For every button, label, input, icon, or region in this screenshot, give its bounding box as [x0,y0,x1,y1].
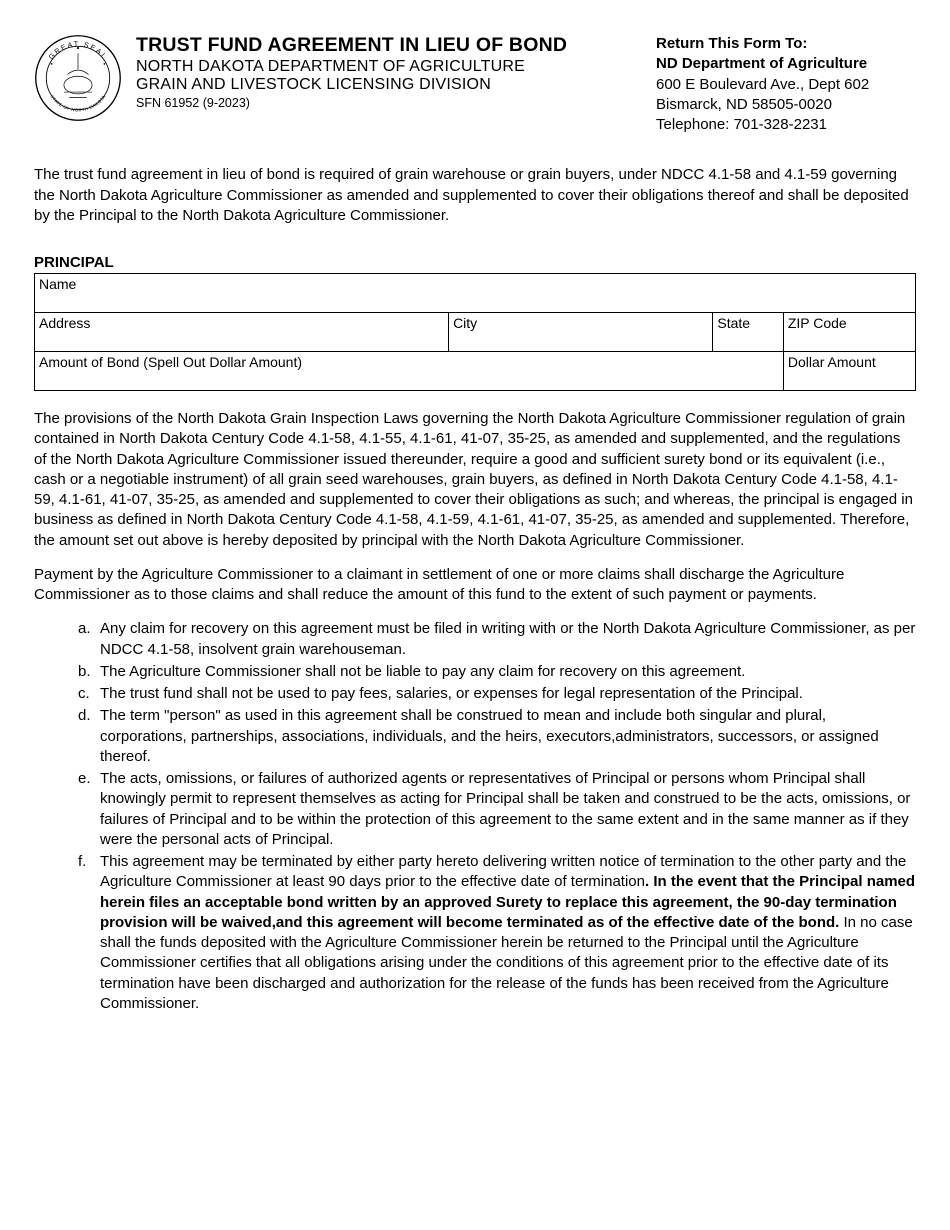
address-field[interactable]: Address [35,313,449,352]
department-name: NORTH DAKOTA DEPARTMENT OF AGRICULTURE [136,58,642,76]
body-paragraph-2: Payment by the Agriculture Commissioner … [34,565,916,606]
svg-text:STATE OF NORTH DAKOTA: STATE OF NORTH DAKOTA [49,94,106,112]
clauses-list: a. Any claim for recovery on this agreem… [34,619,916,1014]
state-field[interactable]: State [713,313,783,352]
clause-text: The term "person" as used in this agreem… [100,707,879,765]
clause-marker: d. [78,706,91,726]
name-field[interactable]: Name [35,274,916,313]
city-field[interactable]: City [449,313,713,352]
body-text: The provisions of the North Dakota Grain… [34,409,916,1014]
clause-marker: a. [78,619,91,639]
principal-table: Name Address City State ZIP Code Amount … [34,273,916,391]
name-label: Name [39,276,76,292]
form-number: SFN 61952 (9-2023) [136,96,642,110]
clause-text: The trust fund shall not be used to pay … [100,685,803,702]
clause-marker: e. [78,769,91,789]
address-label: Address [39,315,90,331]
dollar-amount-field[interactable]: Dollar Amount [783,352,915,391]
clause-e: e. The acts, omissions, or failures of a… [82,769,916,850]
return-addr2: Bismarck, ND 58505-0020 [656,95,916,115]
state-label: State [717,315,750,331]
state-seal-icon: GREAT SEAL STATE OF NORTH DAKOTA [34,34,122,122]
clause-d: d. The term "person" as used in this agr… [82,706,916,767]
amount-spelled-label: Amount of Bond (Spell Out Dollar Amount) [39,354,302,370]
clause-f: f. This agreement may be terminated by e… [82,852,916,1014]
zip-field[interactable]: ZIP Code [783,313,915,352]
title-block: TRUST FUND AGREEMENT IN LIEU OF BOND NOR… [136,34,642,110]
principal-section-heading: PRINCIPAL [34,254,916,271]
amount-spelled-field[interactable]: Amount of Bond (Spell Out Dollar Amount) [35,352,784,391]
intro-paragraph: The trust fund agreement in lieu of bond… [34,165,916,226]
return-addr1: 600 E Boulevard Ave., Dept 602 [656,75,916,95]
return-heading: Return This Form To: [656,34,916,54]
clause-text: The Agriculture Commissioner shall not b… [100,663,745,680]
return-address-block: Return This Form To: ND Department of Ag… [656,34,916,135]
zip-label: ZIP Code [788,315,847,331]
clause-marker: b. [78,662,91,682]
clause-text: The acts, omissions, or failures of auth… [100,770,910,848]
city-label: City [453,315,477,331]
clause-text: Any claim for recovery on this agreement… [100,620,915,657]
clause-marker: c. [78,684,90,704]
clause-b: b. The Agriculture Commissioner shall no… [82,662,916,682]
return-dept: ND Department of Agriculture [656,54,916,74]
form-page: GREAT SEAL STATE OF NORTH DAKOTA [0,0,950,1050]
form-title: TRUST FUND AGREEMENT IN LIEU OF BOND [136,34,642,57]
return-phone: Telephone: 701-328-2231 [656,115,916,135]
body-paragraph-1: The provisions of the North Dakota Grain… [34,409,916,551]
clause-a: a. Any claim for recovery on this agreem… [82,619,916,660]
clause-marker: f. [78,852,86,872]
dollar-amount-label: Dollar Amount [788,354,876,370]
division-name: GRAIN AND LIVESTOCK LICENSING DIVISION [136,76,642,94]
clause-c: c. The trust fund shall not be used to p… [82,684,916,704]
form-header: GREAT SEAL STATE OF NORTH DAKOTA [34,34,916,135]
